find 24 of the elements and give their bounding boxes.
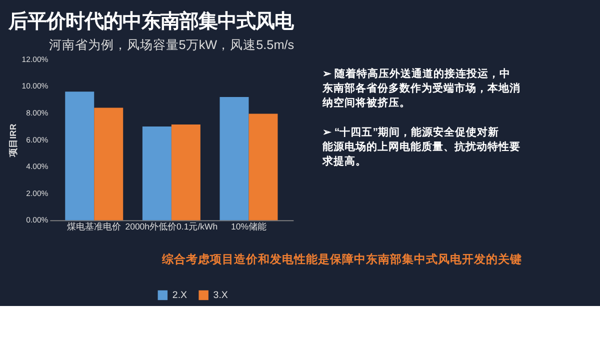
y-tick-label: 10.00% xyxy=(22,82,48,91)
text: ➢ “十四五”期间，能源安全促使对新能源电场的上网电能质量、抗扰动特性要求提高。 xyxy=(321,125,520,168)
legend-label: 3.X xyxy=(213,290,228,302)
x-tick-label: 10%储能 xyxy=(230,221,266,232)
bar xyxy=(171,124,200,220)
x-tick-label: 煤电基准电价 xyxy=(67,221,122,232)
bar xyxy=(94,108,124,220)
chart-title: 后平价时代的中东南部集中式风电 xyxy=(8,10,295,32)
bar xyxy=(142,126,172,220)
bar xyxy=(220,96,249,220)
y-tick-label: 8.00% xyxy=(26,108,48,118)
x-tick-label: 2000h外低价0.1元/kWh xyxy=(125,221,218,232)
text: 综合考虑项目造价和发电性能是保障中东南部集中式风电开发的关键 xyxy=(160,252,522,266)
y-axis-title: 项目IRR xyxy=(8,123,18,158)
y-tick-label: 0.00% xyxy=(26,216,48,225)
bar xyxy=(65,92,94,220)
y-tick-label: 12.00% xyxy=(22,54,48,64)
bar xyxy=(248,114,278,220)
chart-subtitle: 河南省为例，风场容量5万kW，风速5.5m/s xyxy=(48,36,294,52)
y-tick-label: 6.00% xyxy=(26,135,48,144)
text: ➢ 随着特高压外送通道的接连投运，中东南部各省份多数作为受端市场，本地消纳空间将被挤压。 xyxy=(321,67,520,110)
y-tick-label: 2.00% xyxy=(26,188,48,198)
legend-label: 2.X xyxy=(172,290,188,302)
y-tick-label: 4.00% xyxy=(26,162,48,172)
